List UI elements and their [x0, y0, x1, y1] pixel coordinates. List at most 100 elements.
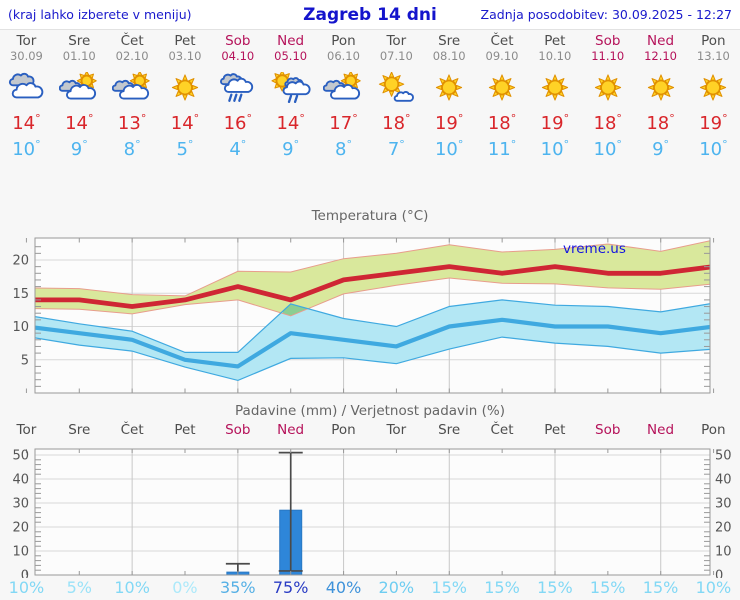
weather-icon-cell [0, 63, 53, 111]
high-temperature: 16° [223, 112, 252, 134]
weather-icon-cell [423, 63, 476, 111]
precip-ytick-label-left: 30 [12, 497, 29, 512]
partly-cloudy-icon [323, 71, 362, 100]
low-temperature: 7° [387, 138, 405, 160]
precip-probability-value: 10% [695, 578, 732, 597]
precip-probability-value: 15% [589, 578, 626, 597]
low-temperature: 10° [699, 138, 728, 160]
precip-day-label: Sob [225, 422, 251, 438]
high-temperature: 14° [65, 112, 94, 134]
day-column: Tor 30.09 14° 10° [0, 32, 53, 162]
day-name-label: Pon [331, 33, 356, 49]
day-column: Ned 12.10 18° 9° [634, 32, 687, 162]
rain-icon [219, 72, 253, 102]
precip-ytick-label-right: 0 [715, 569, 723, 579]
low-temperature: 10° [434, 138, 464, 160]
precip-day-label: Tor [16, 422, 37, 438]
precip-whisker [225, 562, 250, 573]
precip-day-label: Pon [701, 422, 726, 438]
precip-probability-value: 15% [537, 578, 573, 597]
precip-day-label: Pet [174, 422, 196, 438]
precip-day-label: Sre [68, 422, 91, 438]
precip-day-label: Pon [331, 422, 356, 438]
weather-icon-cell [53, 63, 106, 111]
day-name-label: Tor [16, 33, 37, 49]
precipitation-chart-title: Padavine (mm) / Verjetnost padavin (%) [235, 403, 505, 419]
day-name-label: Pet [174, 33, 196, 49]
precip-probability-value: 20% [378, 578, 415, 597]
temp-series [35, 240, 710, 382]
day-date-label: 09.10 [485, 49, 519, 63]
high-temperature: 19° [540, 112, 570, 134]
tmin-line [35, 317, 710, 369]
low-temperature: 4° [229, 138, 247, 160]
day-date-label: 05.10 [274, 49, 308, 63]
day-name-label: Čet [490, 33, 514, 49]
temp-ytick-label: 15 [12, 287, 29, 302]
day-date-label: 12.10 [644, 49, 678, 63]
day-column: Čet 02.10 13° 8° [106, 32, 159, 162]
day-date-label: 02.10 [115, 49, 149, 63]
temp-ytick-label: 20 [12, 254, 29, 269]
weather-icon-cell [581, 63, 634, 111]
last-update-timestamp: Zadnja posodobitev: 30.09.2025 - 12:27 [480, 7, 732, 22]
weather-icon-cell [317, 63, 370, 111]
day-date-label: 06.10 [327, 49, 360, 63]
precip-ytick-label-right: 30 [715, 497, 732, 512]
low-temperature: 9° [70, 138, 88, 160]
low-temperature: 9° [652, 138, 670, 160]
day-column: Pet 03.10 14° 5° [159, 32, 212, 162]
precip-ytick-label-right: 10 [715, 545, 732, 560]
day-name-label: Pet [544, 33, 566, 49]
watermark: vreme.us [563, 241, 626, 257]
high-temperature: 19° [699, 112, 728, 134]
day-name-label: Sob [225, 33, 251, 49]
day-name-label: Ned [277, 33, 305, 49]
precip-probability-value: 10% [8, 578, 45, 597]
precip-ytick-label-left: 10 [12, 545, 29, 560]
day-column: Sob 04.10 16° 4° [211, 32, 264, 162]
weather-icon-cell [106, 63, 159, 111]
weather-icon-cell [687, 63, 740, 111]
day-date-label: 04.10 [221, 49, 255, 63]
day-column: Čet 09.10 18° 11° [476, 32, 529, 162]
day-column: Sre 08.10 19° 10° [423, 32, 476, 162]
sunny-icon [171, 73, 199, 101]
day-name-label: Tor [386, 33, 407, 49]
low-temperature: 9° [282, 138, 300, 160]
high-temperature: 18° [382, 112, 411, 134]
precip-day-label: Sre [438, 422, 461, 438]
low-temperature: 10° [540, 138, 570, 160]
high-temperature: 17° [329, 112, 358, 134]
precip-ytick-label-left: 20 [12, 521, 29, 536]
precipitation-chart: 0 0 10 10 20 20 30 30 40 40 50 50 [12, 448, 732, 579]
precip-day-label: Tor [386, 422, 407, 438]
weather-icon-cell [159, 63, 212, 111]
day-date-label: 10.10 [538, 49, 572, 63]
day-column: Pon 13.10 19° 10° [687, 32, 740, 162]
precipitation-probability-row: 10% 5% 10% 0% 35% 75% 40% 20% 15% 15% 15% 15% 15% 10% [0, 578, 740, 599]
low-temperature: 8° [335, 138, 352, 160]
precip-probability-value: 5% [66, 578, 92, 597]
partly-cloudy-icon [59, 71, 98, 100]
sunny-icon [594, 73, 621, 101]
precip-ytick-label-right: 50 [715, 449, 732, 464]
day-date-label: 03.10 [168, 49, 202, 63]
day-date-label: 01.10 [62, 49, 96, 63]
sunny-icon [700, 73, 727, 101]
high-temperature: 14° [276, 112, 305, 134]
precip-probability-value: 15% [431, 578, 467, 597]
weather-icon-cell [211, 63, 264, 111]
mostly-sunny-icon [379, 71, 415, 102]
precip-day-label: Ned [647, 422, 675, 438]
precip-ytick-label-right: 40 [715, 473, 732, 488]
precip-day-label: Čet [490, 422, 514, 438]
weather-icon-cell [370, 63, 423, 111]
day-date-label: 08.10 [432, 49, 466, 63]
precip-ytick-label-right: 20 [715, 521, 732, 536]
day-column: Sre 01.10 14° 9° [53, 32, 106, 162]
low-temperature: 10° [12, 138, 41, 160]
day-name-label: Sre [68, 33, 91, 49]
high-temperature: 18° [487, 112, 517, 134]
